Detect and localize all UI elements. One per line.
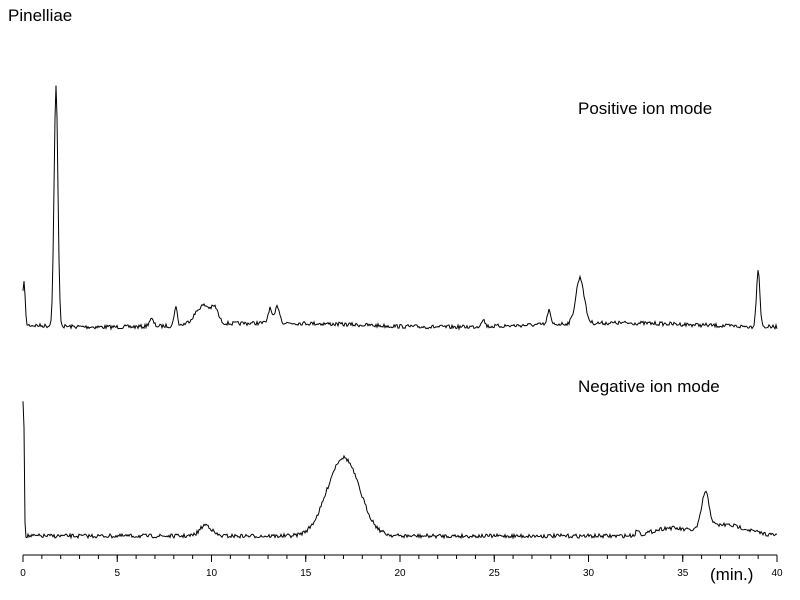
x-tick-label: 15 [300,568,312,579]
x-tick-label: 5 [114,568,120,579]
x-tick-label: 25 [489,568,501,579]
chart-title: Pinelliae [8,6,73,25]
series-line-negative [22,401,778,540]
x-tick-label: 35 [677,568,689,579]
x-tick-label: 30 [583,568,595,579]
x-axis-unit: (min.) [710,565,754,584]
x-tick-label: 40 [771,568,783,579]
positive-ion-mode-label: Positive ion mode [578,99,713,118]
x-tick-label: 10 [206,568,218,579]
x-tick-label: 0 [20,568,26,579]
series-line-positive [22,85,778,331]
x-tick-label: 20 [394,568,406,579]
negative-ion-mode-label: Negative ion mode [578,377,720,396]
